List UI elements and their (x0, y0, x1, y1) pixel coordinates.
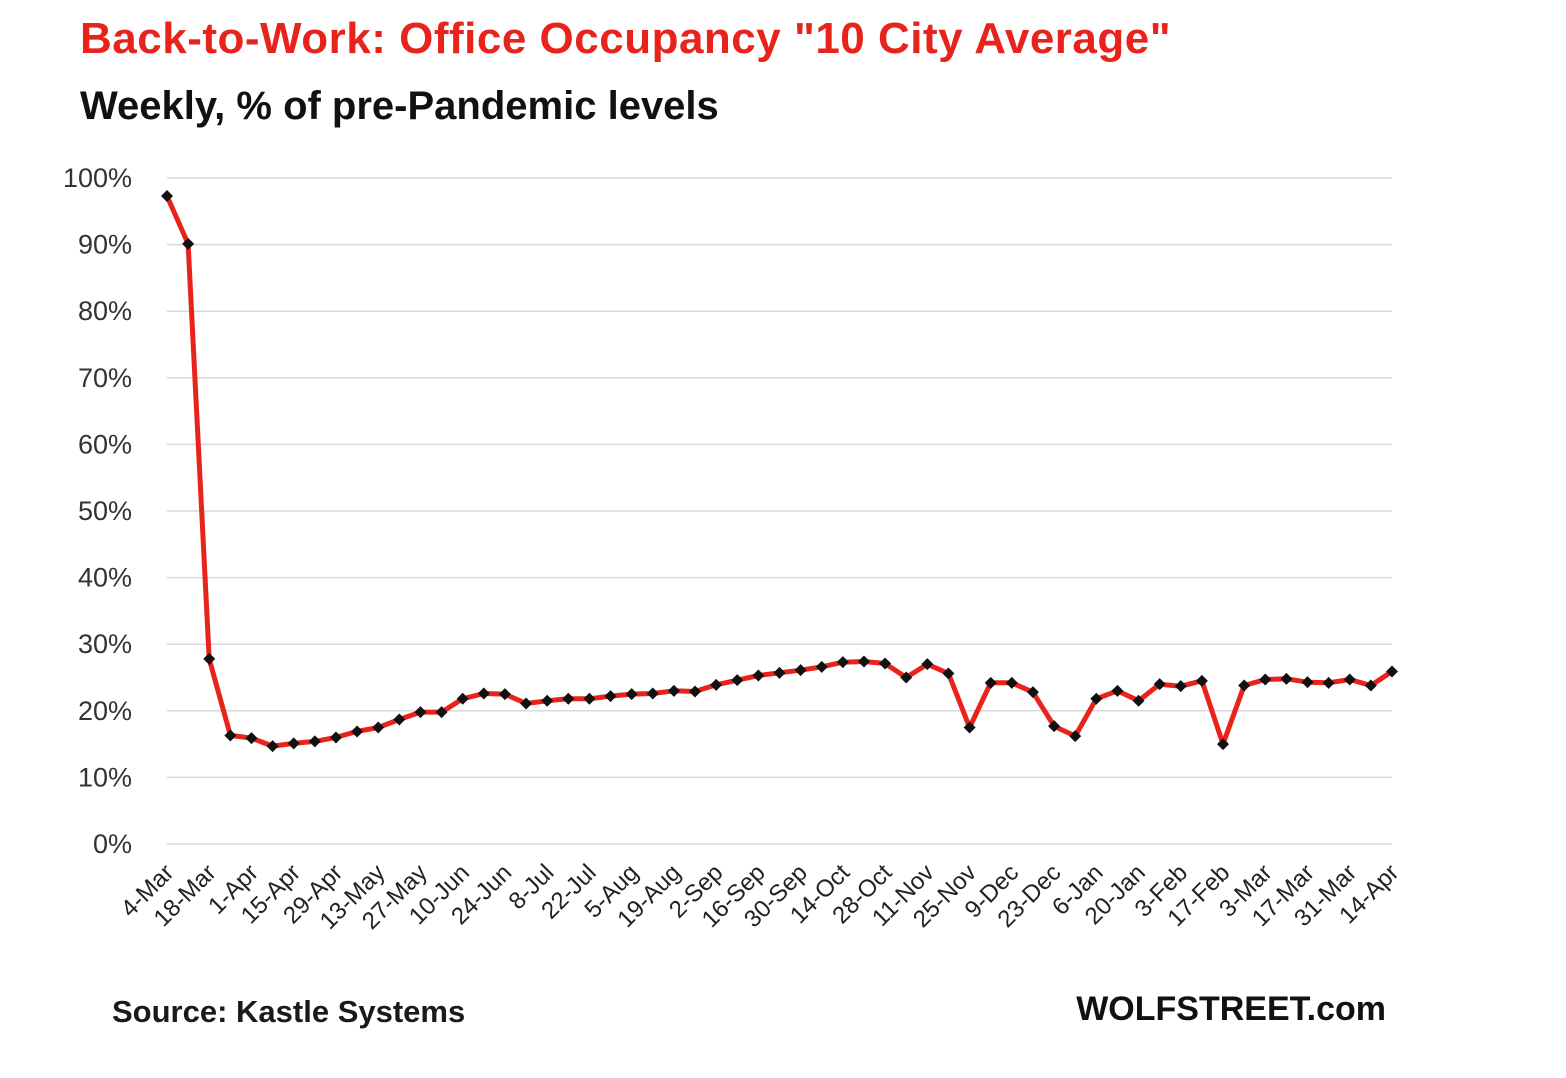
data-point (414, 706, 427, 719)
y-tick-label: 10% (78, 762, 132, 792)
data-point (224, 729, 237, 742)
data-point (963, 721, 976, 734)
y-tick-label: 20% (78, 696, 132, 726)
data-point (498, 688, 511, 701)
y-tick-label: 80% (78, 296, 132, 326)
data-point (456, 692, 469, 705)
data-point (1280, 672, 1293, 685)
data-point (372, 721, 385, 734)
data-point (1005, 676, 1018, 689)
y-tick-label: 50% (78, 496, 132, 526)
data-point (1048, 720, 1061, 733)
data-point (477, 687, 490, 700)
data-point (541, 694, 554, 707)
data-point (1026, 686, 1039, 699)
data-point (942, 667, 955, 680)
data-point (1386, 665, 1398, 678)
chart-title: Back-to-Work: Office Occupancy "10 City … (80, 14, 1172, 63)
series-line (164, 194, 1394, 749)
data-point (667, 684, 680, 697)
data-point (1217, 738, 1230, 751)
data-point (794, 664, 807, 677)
brand-watermark: WOLFSTREET.com (1076, 990, 1386, 1028)
data-point (520, 697, 533, 710)
data-point (1259, 673, 1272, 686)
data-point (1174, 680, 1187, 693)
data-point (604, 690, 617, 703)
source-note: Source: Kastle Systems (112, 994, 466, 1029)
data-point (1343, 673, 1356, 686)
data-point (710, 678, 723, 691)
data-point (562, 692, 575, 705)
y-tick-label: 90% (78, 230, 132, 260)
data-point (900, 671, 913, 684)
data-point (1153, 678, 1166, 691)
y-tick-label: 60% (78, 429, 132, 459)
data-point (857, 655, 870, 668)
data-point (815, 660, 828, 673)
x-axis-ticks: 4-Mar18-Mar1-Apr15-Apr29-Apr13-May27-May… (116, 859, 1404, 935)
chart-subtitle: Weekly, % of pre-Pandemic levels (80, 84, 719, 128)
data-point (879, 657, 892, 670)
data-point (583, 692, 596, 705)
data-point (752, 669, 765, 682)
y-tick-label: 100% (63, 163, 132, 193)
data-point (287, 737, 300, 750)
data-point (646, 687, 659, 700)
series-occupancy (161, 189, 1398, 753)
data-point (1364, 679, 1377, 692)
data-point (1069, 730, 1082, 743)
data-point (245, 732, 258, 745)
data-point (773, 666, 786, 679)
data-point (161, 189, 173, 202)
data-point (1238, 679, 1251, 692)
data-point (351, 725, 364, 738)
data-point (1090, 692, 1103, 705)
data-point (731, 674, 744, 687)
y-tick-label: 0% (93, 829, 132, 859)
data-point (266, 740, 279, 753)
data-point (182, 237, 195, 250)
data-point (625, 688, 638, 701)
data-point (836, 656, 849, 669)
data-point (203, 652, 216, 665)
data-point (1195, 674, 1208, 687)
data-point (393, 713, 406, 726)
y-tick-label: 30% (78, 629, 132, 659)
y-tick-label: 70% (78, 363, 132, 393)
data-point (1111, 684, 1124, 697)
data-point (921, 658, 934, 671)
data-point (329, 731, 342, 744)
y-axis-ticks: 0% 10% 20% 30% 40% 50% 60% 70% 80% 90% 100% (63, 163, 132, 859)
data-point (984, 676, 997, 689)
data-point (1301, 676, 1314, 689)
data-point (435, 706, 448, 719)
y-tick-label: 40% (78, 563, 132, 593)
data-point (689, 685, 702, 698)
data-point (308, 735, 321, 748)
data-point (1132, 694, 1145, 707)
data-point (1322, 676, 1335, 689)
gridlines (167, 177, 1392, 845)
